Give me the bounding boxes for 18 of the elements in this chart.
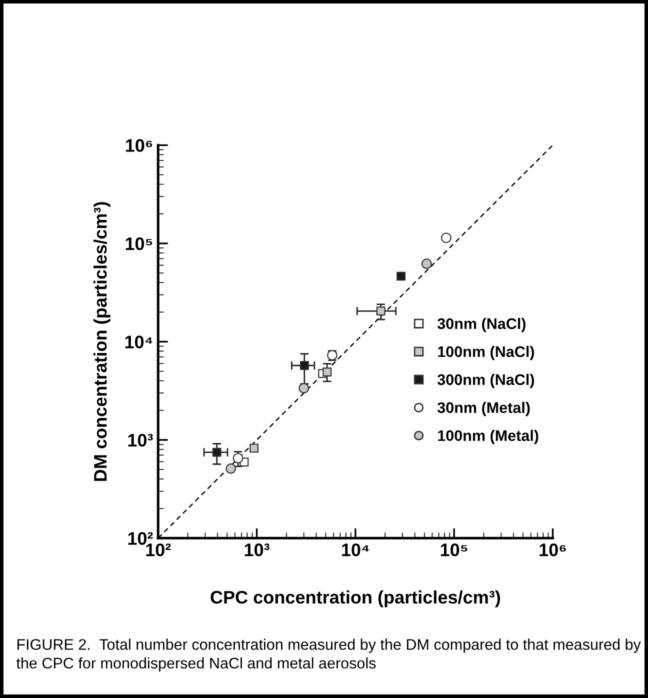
x-tick-label: 10³ xyxy=(244,543,270,556)
x-tick-label: 10⁶ xyxy=(540,543,566,556)
legend-label: 300nm (NaCl) xyxy=(437,374,534,388)
y-tick-label: 10³ xyxy=(128,434,153,447)
y-tick-label: 10⁶ xyxy=(126,139,152,152)
y-axis-title: DM concentration (particles/cm³) xyxy=(94,202,110,481)
legend-label: 100nm (NaCl) xyxy=(438,346,534,360)
legend-label: 100nm (Metal) xyxy=(438,430,538,444)
legend-label: 30nm (NaCl) xyxy=(437,318,526,332)
y-tick-label: 10⁵ xyxy=(126,237,152,250)
x-tick-label: 10⁵ xyxy=(440,543,468,556)
x-axis-title: CPC concentration (particles/cm³) xyxy=(210,590,500,608)
caption: FIGURE 2. Total number concentration measured by the DM compared to that measured by the CPC for monodispersed NaCl and metal aerosols xyxy=(16,638,641,672)
y-tick-label: 10² xyxy=(128,532,153,545)
y-tick-label: 10⁴ xyxy=(125,336,152,348)
x-tick-label: 10⁴ xyxy=(342,543,369,556)
x-tick-label: 10² xyxy=(146,543,171,556)
legend-label: 30nm (Metal) xyxy=(437,402,530,416)
